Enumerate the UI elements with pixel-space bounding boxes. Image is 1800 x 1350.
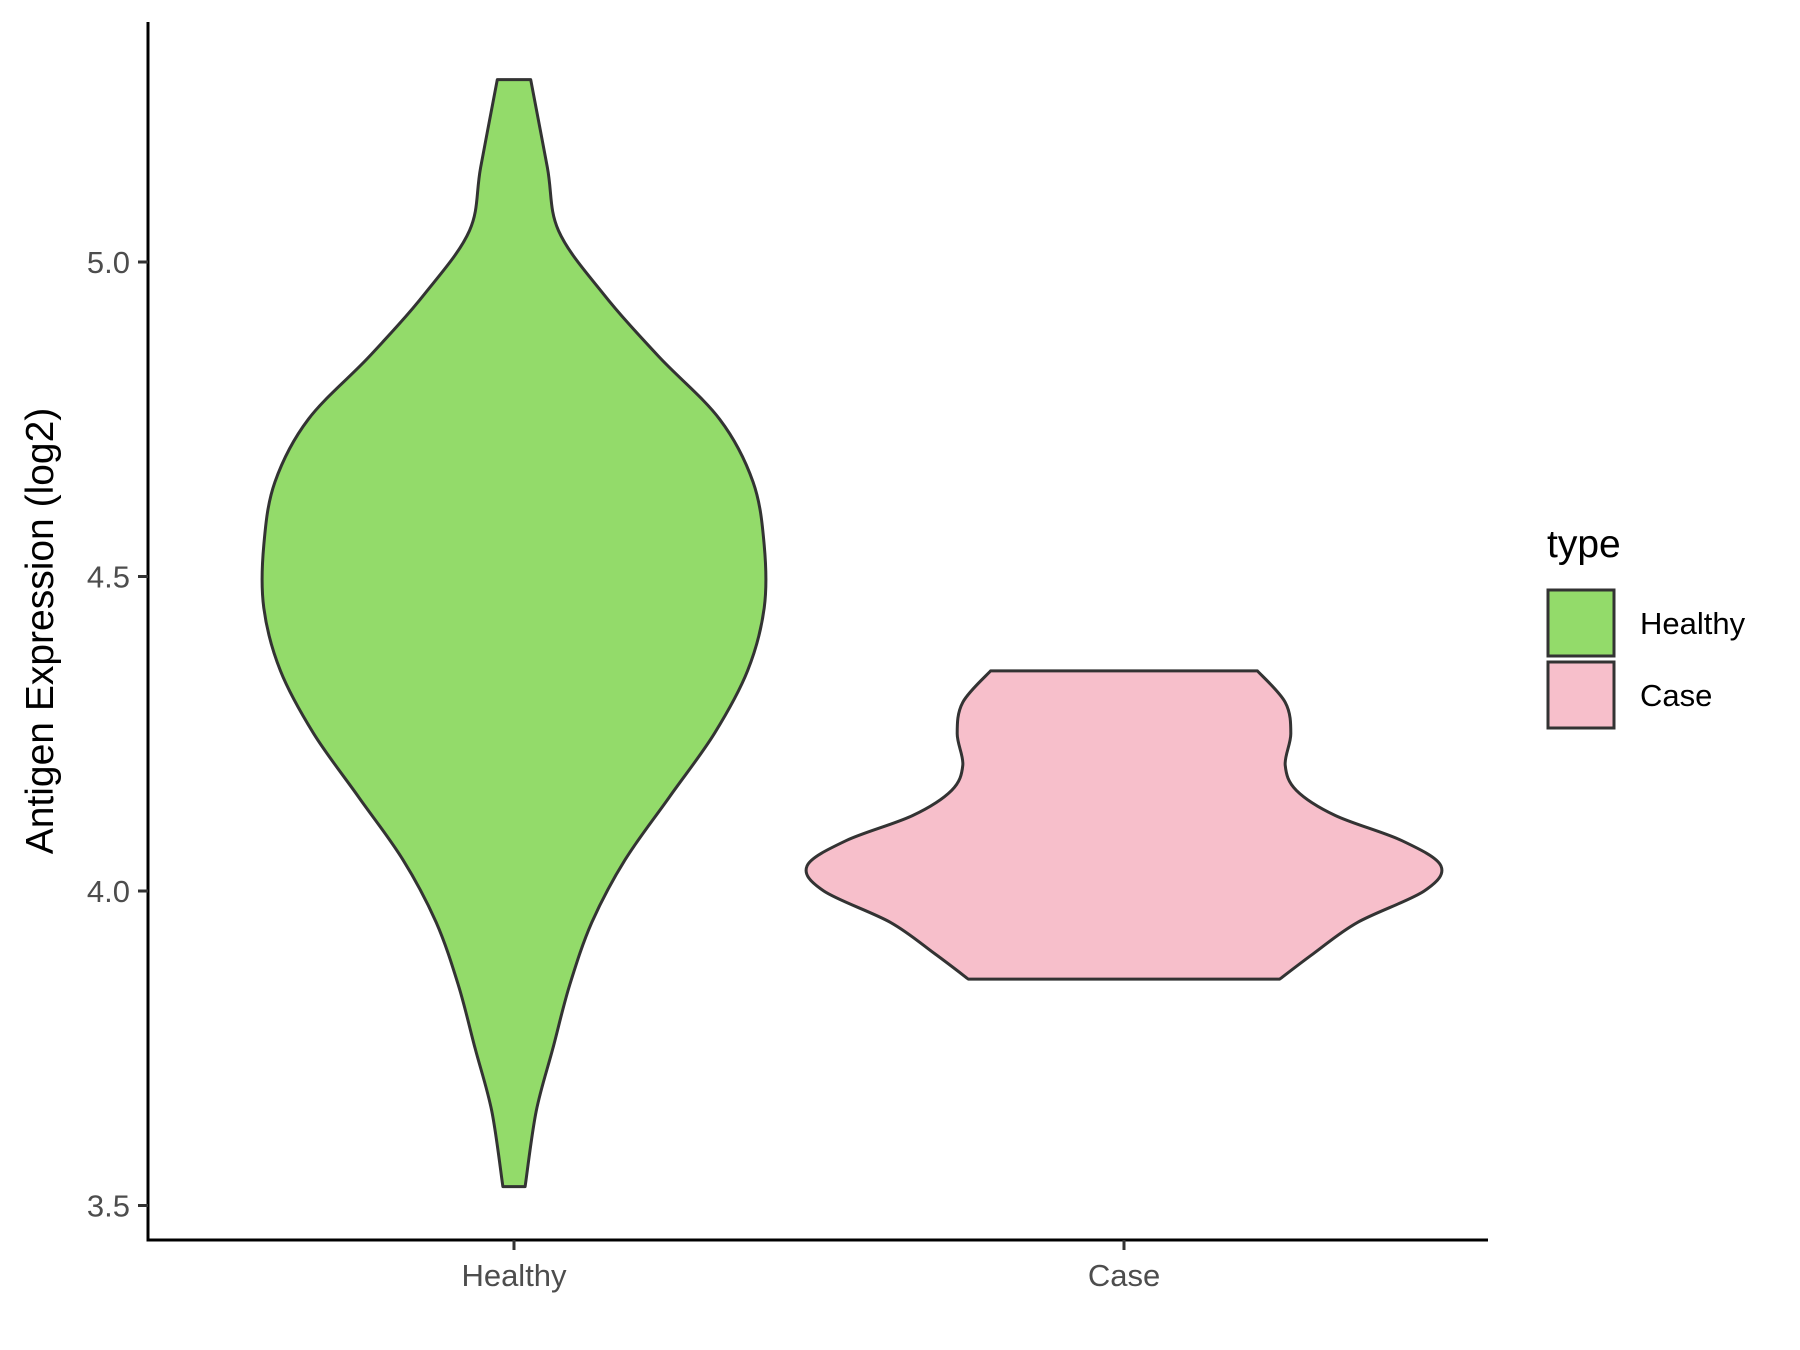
legend-label-healthy: Healthy — [1640, 606, 1746, 641]
legend-key-case — [1546, 660, 1616, 730]
legend-label-case: Case — [1640, 678, 1712, 713]
y-tick-label: 5.0 — [87, 245, 130, 280]
legend: type Healthy Case — [1546, 523, 1746, 730]
violin-case — [804, 669, 1444, 981]
x-tick-label: Healthy — [461, 1258, 567, 1293]
violin-healthy — [260, 78, 768, 1189]
violins-layer — [260, 78, 1444, 1189]
x-tick-label: Case — [1088, 1258, 1160, 1293]
axes-layer — [146, 22, 1488, 1242]
legend-key-healthy — [1546, 588, 1616, 658]
legend-title: type — [1547, 523, 1621, 566]
y-axis-title: Antigen Expression (log2) — [19, 408, 62, 855]
y-tick-label: 3.5 — [87, 1189, 130, 1224]
x-ticks: Healthy Case — [461, 1240, 1160, 1293]
y-ticks: 3.5 4.0 4.5 5.0 — [87, 245, 148, 1224]
y-tick-label: 4.0 — [87, 874, 130, 909]
y-tick-label: 4.5 — [87, 560, 130, 595]
